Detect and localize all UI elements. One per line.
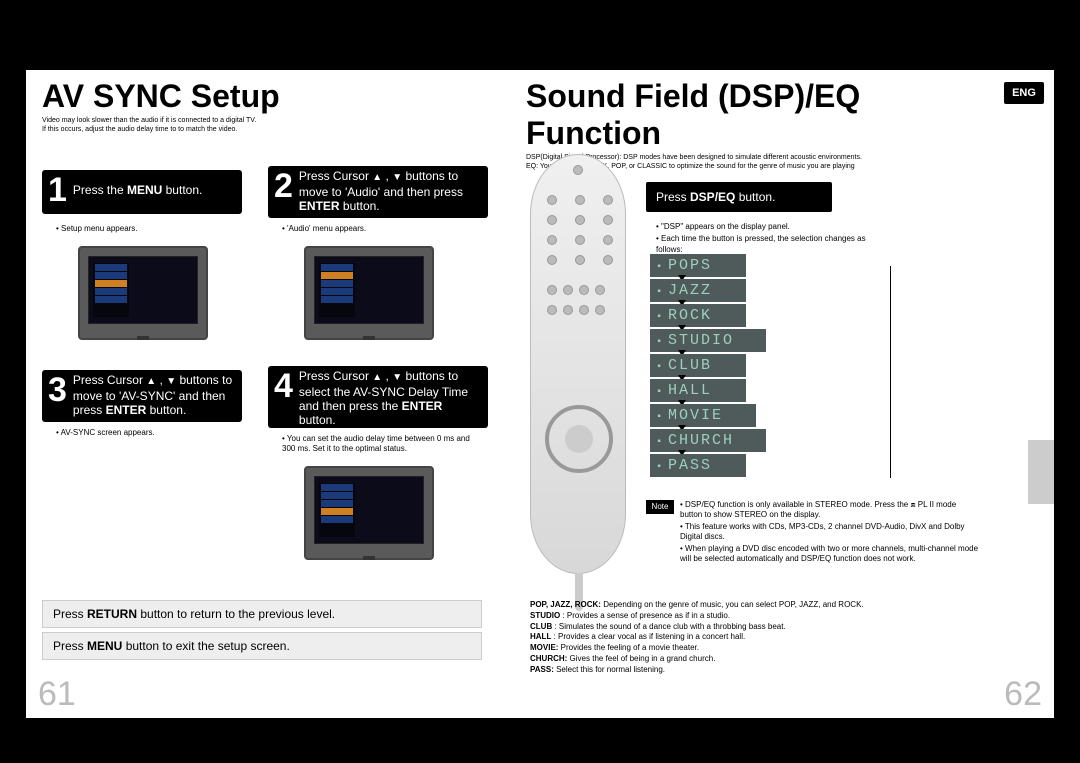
step-2-num: 2 bbox=[274, 169, 293, 203]
right-title: Sound Field (DSP)/EQ Function bbox=[510, 70, 1054, 152]
note-list: DSP/EQ function is only available in STE… bbox=[680, 500, 980, 565]
dsp-mode-bar: ▪ROCK bbox=[650, 304, 746, 327]
dsp-mode-bar: ▪PASS bbox=[650, 454, 746, 477]
step-1-text: Press the MENU button. bbox=[73, 173, 236, 197]
step-4: 4 Press Cursor ▲ , ▼ buttons to select t… bbox=[268, 366, 488, 428]
page-62: Sound Field (DSP)/EQ Function ENG DSP(Di… bbox=[510, 70, 1054, 718]
dsp-glossary: POP, JAZZ, ROCK: Depending on the genre … bbox=[530, 600, 986, 676]
dsp-bullets: "DSP" appears on the display panel. Each… bbox=[656, 222, 892, 257]
page-num-left: 61 bbox=[38, 675, 76, 714]
glossary-line: CLUB : Simulates the sound of a dance cl… bbox=[530, 622, 986, 633]
step-2-text: Press Cursor ▲ , ▼ buttons to move to 'A… bbox=[299, 169, 482, 213]
glossary-line: CHURCH: Gives the feel of being in a gra… bbox=[530, 654, 986, 665]
eng-tag: ENG bbox=[1004, 82, 1044, 104]
glossary-line: PASS: Select this for normal listening. bbox=[530, 665, 986, 676]
left-sub2: If this occurs, adjust the audio delay t… bbox=[42, 126, 237, 133]
step-1-bullet: • Setup menu appears. bbox=[56, 224, 138, 233]
note-tag: Note bbox=[646, 500, 674, 514]
dsp-mode-item: ▪JAZZ bbox=[650, 279, 880, 302]
step-3-text: Press Cursor ▲ , ▼ buttons to move to 'A… bbox=[73, 373, 236, 417]
step-3: 3 Press Cursor ▲ , ▼ buttons to move to … bbox=[42, 370, 242, 422]
note-item: This feature works with CDs, MP3-CDs, 2 … bbox=[680, 522, 980, 543]
glossary-line: STUDIO : Provides a sense of presence as… bbox=[530, 611, 986, 622]
note-item: DSP/EQ function is only available in STE… bbox=[680, 500, 980, 521]
note-item: When playing a DVD disc encoded with two… bbox=[680, 544, 980, 565]
dsp-mode-list: ▪POPS▪JAZZ▪ROCK▪STUDIO▪CLUB▪HALL▪MOVIE▪C… bbox=[650, 254, 880, 479]
footer-return: Press RETURN button to return to the pre… bbox=[42, 600, 482, 628]
dsp-mode-bar: ▪CHURCH bbox=[650, 429, 766, 452]
page-61: AV SYNC Setup Video may look slower than… bbox=[26, 70, 510, 718]
step-3-num: 3 bbox=[48, 373, 67, 407]
glossary-line: POP, JAZZ, ROCK: Depending on the genre … bbox=[530, 600, 986, 611]
step-4-num: 4 bbox=[274, 369, 293, 403]
dsp-mode-bar: ▪HALL bbox=[650, 379, 746, 402]
dsp-mode-item: ▪CHURCH bbox=[650, 429, 880, 452]
dsp-mode-item: ▪STUDIO bbox=[650, 329, 880, 352]
dsp-mode-item: ▪PASS bbox=[650, 454, 880, 477]
remote-dpad bbox=[545, 405, 613, 473]
step-2: 2 Press Cursor ▲ , ▼ buttons to move to … bbox=[268, 166, 488, 218]
manual-spread: AV SYNC Setup Video may look slower than… bbox=[0, 0, 1080, 763]
step-2-bullet: • 'Audio' menu appears. bbox=[282, 224, 366, 233]
tv-4 bbox=[304, 466, 434, 560]
step-3-bullet: • AV-SYNC screen appears. bbox=[56, 428, 155, 437]
dsp-mode-item: ▪CLUB bbox=[650, 354, 880, 377]
dsp-mode-item: ▪POPS bbox=[650, 254, 880, 277]
tv-1 bbox=[78, 246, 208, 340]
dsp-mode-bar: ▪STUDIO bbox=[650, 329, 766, 352]
step-4-text: Press Cursor ▲ , ▼ buttons to select the… bbox=[299, 369, 482, 427]
dsp-cycle-line bbox=[890, 266, 891, 478]
tv-2 bbox=[304, 246, 434, 340]
dsp-mode-bar: ▪CLUB bbox=[650, 354, 746, 377]
dsp-mode-item: ▪HALL bbox=[650, 379, 880, 402]
footer-menu: Press MENU button to exit the setup scre… bbox=[42, 632, 482, 660]
step-1: 1 Press the MENU button. bbox=[42, 170, 242, 214]
step-1-num: 1 bbox=[48, 173, 67, 207]
page-num-right: 62 bbox=[1004, 675, 1042, 714]
step-4-bullet: • You can set the audio delay time betwe… bbox=[282, 434, 482, 455]
dsp-mode-bar: ▪MOVIE bbox=[650, 404, 756, 427]
dsp-mode-item: ▪ROCK bbox=[650, 304, 880, 327]
dsp-bullet-1: "DSP" appears on the display panel. bbox=[656, 222, 892, 232]
glossary-line: MOVIE: Provides the feeling of a movie t… bbox=[530, 643, 986, 654]
left-subnote: Video may look slower than the audio if … bbox=[26, 115, 510, 141]
dsp-mode-bar: ▪POPS bbox=[650, 254, 746, 277]
dsp-instruction: Press DSP/EQ button. bbox=[646, 182, 832, 212]
spread: AV SYNC Setup Video may look slower than… bbox=[26, 70, 1054, 718]
left-title: AV SYNC Setup bbox=[26, 70, 510, 115]
dsp-bullet-2: Each time the button is pressed, the sel… bbox=[656, 234, 892, 255]
setup-tab: SETUP bbox=[1028, 440, 1054, 504]
remote-illustration bbox=[530, 154, 626, 574]
left-sub1: Video may look slower than the audio if … bbox=[42, 117, 256, 124]
glossary-line: HALL : Provides a clear vocal as if list… bbox=[530, 632, 986, 643]
dsp-mode-item: ▪MOVIE bbox=[650, 404, 880, 427]
dsp-mode-bar: ▪JAZZ bbox=[650, 279, 746, 302]
